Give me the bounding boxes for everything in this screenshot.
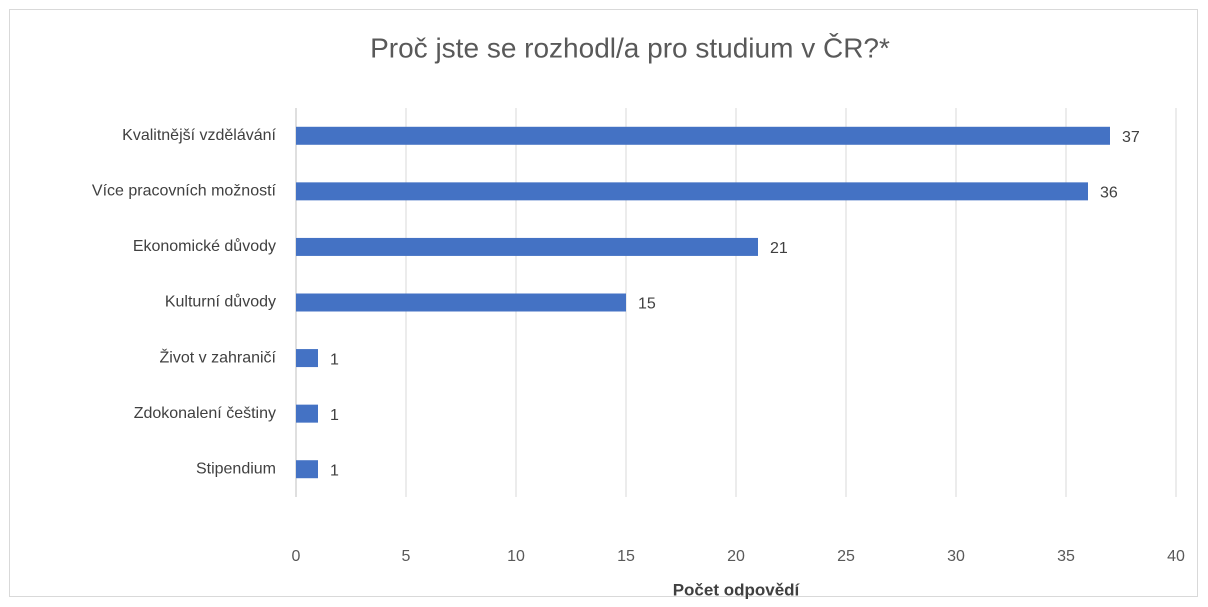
data-label: 21 [770,240,788,257]
data-label: 15 [638,296,656,313]
bar [296,237,758,256]
y-tick-label: Kvalitnější vzdělávání [122,127,276,144]
bar [296,182,1088,201]
chart-title: Proč jste se rozhodl/a pro studium v ČR?… [370,32,890,63]
x-tick-label: 10 [507,548,525,565]
x-tick-label: 0 [292,548,301,565]
y-tick-label: Stipendium [196,460,276,477]
x-axis-label: Počet odpovědí [673,580,801,599]
data-label: 1 [330,462,339,479]
x-tick-label: 35 [1057,548,1075,565]
y-tick-label: Více pracovních možností [92,183,277,200]
y-tick-label: Ekonomické důvody [133,237,276,255]
bar [296,126,1110,145]
y-tick-label: Kulturní důvody [165,293,276,311]
x-tick-label: 30 [947,548,965,565]
x-tick-label: 5 [402,548,411,565]
x-tick-label: 20 [727,548,745,565]
y-tick-label: Zdokonalení češtiny [134,405,276,422]
x-tick-label: 15 [617,548,635,565]
data-label: 1 [330,407,339,424]
bar [296,404,318,423]
x-tick-label: 25 [837,548,855,565]
data-label: 1 [330,351,339,368]
y-tick-label: Život v zahraničí [160,347,277,366]
bar [296,293,626,312]
data-label: 36 [1100,185,1118,202]
bar [296,460,318,479]
data-label: 37 [1122,129,1140,146]
x-tick-label: 40 [1167,548,1185,565]
bar [296,349,318,368]
